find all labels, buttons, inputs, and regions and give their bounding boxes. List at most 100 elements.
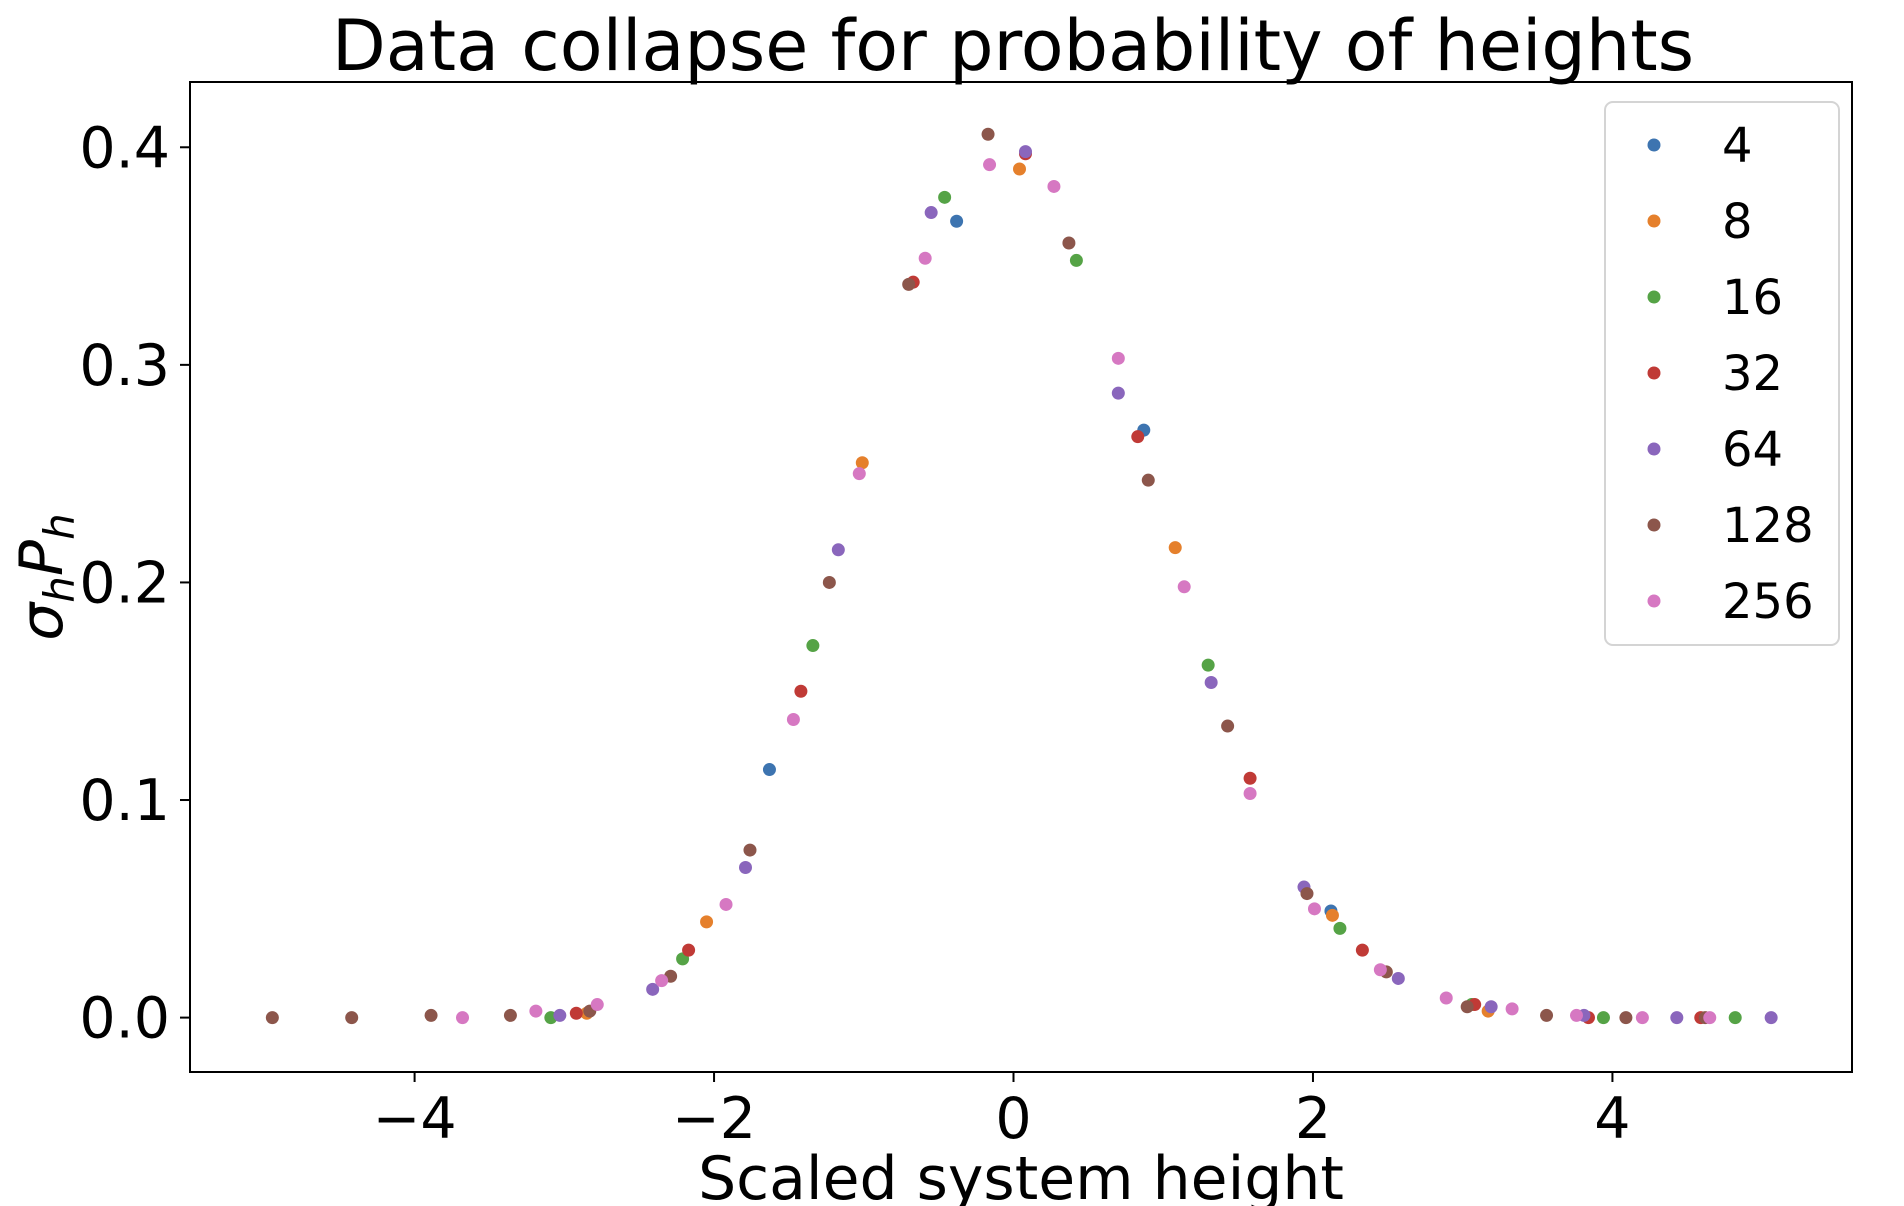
data-point: [1131, 430, 1145, 444]
data-point: [1325, 908, 1339, 922]
data-point: [852, 467, 866, 481]
data-point: [1204, 676, 1218, 690]
data-point: [1243, 771, 1257, 785]
data-point: [1764, 1011, 1778, 1025]
legend-label: 4: [1722, 118, 1753, 174]
legend-label: 8: [1722, 194, 1753, 250]
y-tick-label: 0.0: [79, 986, 170, 1052]
data-point: [794, 684, 808, 698]
chart-title: Data collapse for probability of heights: [332, 5, 1694, 87]
data-point: [1703, 1011, 1717, 1025]
data-point: [456, 1011, 470, 1025]
series-4: [762, 214, 1338, 918]
data-point: [981, 127, 995, 141]
series-32: [569, 147, 1708, 1025]
y-label-sub-1: h: [35, 576, 84, 603]
data-point: [1373, 963, 1387, 977]
y-axis-label: σhPh: [7, 513, 84, 640]
data-point: [1505, 1002, 1519, 1016]
data-point: [719, 897, 733, 911]
x-tick-label: 4: [1594, 1086, 1630, 1152]
data-point: [1069, 253, 1083, 267]
legend-marker: [1647, 594, 1661, 608]
data-point: [1619, 1011, 1633, 1025]
data-point: [1596, 1011, 1610, 1025]
legend: 4 8 16 32 64 128 256: [1604, 101, 1840, 646]
data-point: [738, 860, 752, 874]
data-points: [265, 127, 1778, 1025]
series-128: [265, 127, 1712, 1025]
data-point: [1243, 786, 1257, 800]
data-point: [682, 943, 696, 957]
data-point: [1333, 921, 1347, 935]
data-point: [1141, 473, 1155, 487]
x-tick-label: −4: [373, 1086, 457, 1152]
x-axis-ticks: −4 −2 0 2 4: [373, 1072, 1631, 1152]
legend-marker: [1647, 518, 1661, 532]
data-point: [1013, 162, 1027, 176]
y-tick-label: 0.2: [79, 550, 170, 616]
data-point: [983, 158, 997, 172]
data-point: [700, 915, 714, 929]
data-point: [590, 998, 604, 1012]
legend-marker: [1647, 366, 1661, 380]
legend-box: [1604, 101, 1840, 646]
y-axis-ticks: 0.0 0.1 0.2 0.3 0.4: [79, 115, 190, 1052]
data-point: [1670, 1011, 1684, 1025]
data-point: [831, 543, 845, 557]
data-point: [822, 575, 836, 589]
legend-label: 32: [1722, 346, 1783, 402]
legend-marker: [1647, 214, 1661, 228]
data-point: [1355, 943, 1369, 957]
y-tick-label: 0.1: [79, 768, 170, 834]
data-point: [265, 1011, 279, 1025]
data-point: [1018, 145, 1032, 159]
data-point: [655, 974, 669, 988]
data-point: [424, 1008, 438, 1022]
data-point: [646, 982, 660, 996]
legend-marker: [1647, 290, 1661, 304]
data-point: [924, 206, 938, 220]
data-point: [938, 190, 952, 204]
data-point: [1484, 1000, 1498, 1014]
data-point: [950, 214, 964, 228]
data-point: [1728, 1011, 1742, 1025]
data-point: [553, 1008, 567, 1022]
data-point: [806, 639, 820, 653]
series-8: [580, 162, 1495, 1020]
data-point: [1569, 1008, 1583, 1022]
data-point: [1168, 541, 1182, 555]
legend-label: 256: [1722, 574, 1814, 630]
data-point: [762, 763, 776, 777]
data-point: [1391, 971, 1405, 985]
data-point: [345, 1011, 359, 1025]
data-point: [786, 713, 800, 727]
y-label-sigma: σ: [7, 601, 77, 641]
data-point: [529, 1004, 543, 1018]
data-point: [1111, 386, 1125, 400]
data-point: [918, 251, 932, 265]
data-point: [1221, 719, 1235, 733]
y-tick-label: 0.4: [79, 115, 170, 181]
plot-area: [189, 81, 1853, 1073]
data-point: [569, 1006, 583, 1020]
y-label-p: P: [7, 539, 77, 576]
x-axis-label: Scaled system height: [698, 1144, 1344, 1206]
data-point: [1300, 887, 1314, 901]
y-label-sub-2: h: [35, 513, 84, 540]
legend-label: 128: [1722, 498, 1814, 554]
data-point: [503, 1008, 517, 1022]
data-point: [1439, 991, 1453, 1005]
y-tick-label: 0.3: [79, 333, 170, 399]
x-tick-label: 0: [995, 1086, 1031, 1152]
data-point: [743, 843, 757, 857]
data-point: [1635, 1011, 1649, 1025]
data-point: [1540, 1008, 1554, 1022]
x-tick-label: 2: [1295, 1086, 1331, 1152]
data-point: [1201, 658, 1215, 672]
data-point: [1062, 236, 1076, 250]
legend-marker: [1647, 442, 1661, 456]
data-point: [1047, 179, 1061, 193]
data-point: [902, 277, 916, 291]
